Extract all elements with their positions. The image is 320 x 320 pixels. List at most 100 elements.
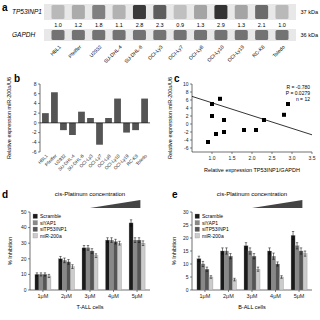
error-cap [253,258,255,259]
y-tick-label: 40 [21,224,27,230]
error-line [139,238,140,243]
y-tick-label: -2 [184,129,189,135]
bar [141,99,148,123]
point [254,128,258,132]
x-tick [312,152,313,154]
fit-line [192,96,312,134]
band-value-label: 2.1 [258,22,266,28]
y-tick-label: 10 [183,81,189,87]
x-tick [113,290,114,292]
error-cap [40,275,42,276]
bar [244,246,248,290]
error-cap [280,278,282,279]
error-bar [71,265,73,269]
error-cap [280,275,282,276]
error-line [258,267,259,271]
y-tick-label: 0 [24,287,27,293]
error-line [44,273,45,276]
bar [105,118,112,123]
x-tick-label: 1μM [38,293,49,299]
bar [201,264,205,290]
band [52,5,65,19]
y-tick [38,142,40,143]
point [222,118,226,122]
y-tick-label: -6 [32,149,37,155]
x-tick [90,290,91,292]
error-cap [268,247,270,248]
legend-label: siYAP1 [202,220,218,226]
error-line [88,246,89,251]
y-tick-label: -4 [32,139,37,145]
band-control [235,30,248,40]
error-bar [114,239,116,244]
error-line [131,220,132,226]
legend-swatch [33,214,38,219]
x-tick-label: 5μM [294,293,305,299]
error-cap [63,258,65,259]
bar [232,280,236,290]
error-bar [118,241,120,245]
legend-swatch [33,221,38,226]
row-kda-label: 36 kDa [301,32,319,38]
error-cap [36,275,38,276]
error-bar [296,243,298,249]
error-cap [272,259,274,260]
error-bar [67,260,69,265]
y-tick [190,277,192,278]
x-tick [137,290,138,292]
title: cis-Platinum concentration [217,191,287,197]
point [210,114,214,118]
y-axis-line [192,84,193,152]
point [286,102,290,106]
y-tick-label: 8 [34,81,37,87]
band [255,5,268,19]
band [133,5,146,19]
error-bar [229,254,231,259]
y-axis-label: % Inhibition [171,237,177,265]
error-line [64,258,65,263]
y-axis-label: Relative expression miR-200a/U6 [6,77,12,159]
error-cap [59,256,61,257]
y-tick [28,258,30,259]
bar [86,248,90,290]
y-tick-label: 0 [186,287,189,293]
error-cap [134,237,136,238]
band-control [174,30,187,40]
x-tick-label: 3.0 [289,155,296,161]
error-bar [48,274,50,277]
y-tick-label: 10 [21,271,27,277]
error-cap [257,271,259,272]
x-tick [42,290,43,292]
error-cap [106,237,108,238]
sample-label: SU-DHL-6 [123,44,144,65]
band [92,5,105,19]
error-cap [106,242,108,243]
bar [110,240,114,290]
bar [58,259,62,290]
row-kda-label: 37 kDa [301,9,319,15]
band-value-label: 1.3 [197,22,205,28]
bar [78,112,85,123]
band-control [113,30,126,40]
bar [123,123,130,133]
sample-label: Pfeiffer [67,43,83,59]
error-cap [198,256,200,257]
point [206,140,210,144]
error-bar [233,278,235,281]
error-cap [245,242,247,243]
bar [133,240,137,290]
error-cap [272,253,274,254]
y-axis-line [30,212,31,290]
error-cap [71,264,73,265]
y-axis-label: % Inhibition [7,237,13,265]
error-line [115,239,116,244]
legend-label: siTP53INP1 [202,226,229,232]
error-line [68,260,69,265]
sample-label: U2932 [88,44,103,59]
bar [42,113,49,123]
error-line [293,232,294,240]
error-bar [110,238,112,243]
x-tick [66,290,67,292]
error-line [234,278,235,281]
sample-label: OCI-Ly19 [226,44,245,63]
